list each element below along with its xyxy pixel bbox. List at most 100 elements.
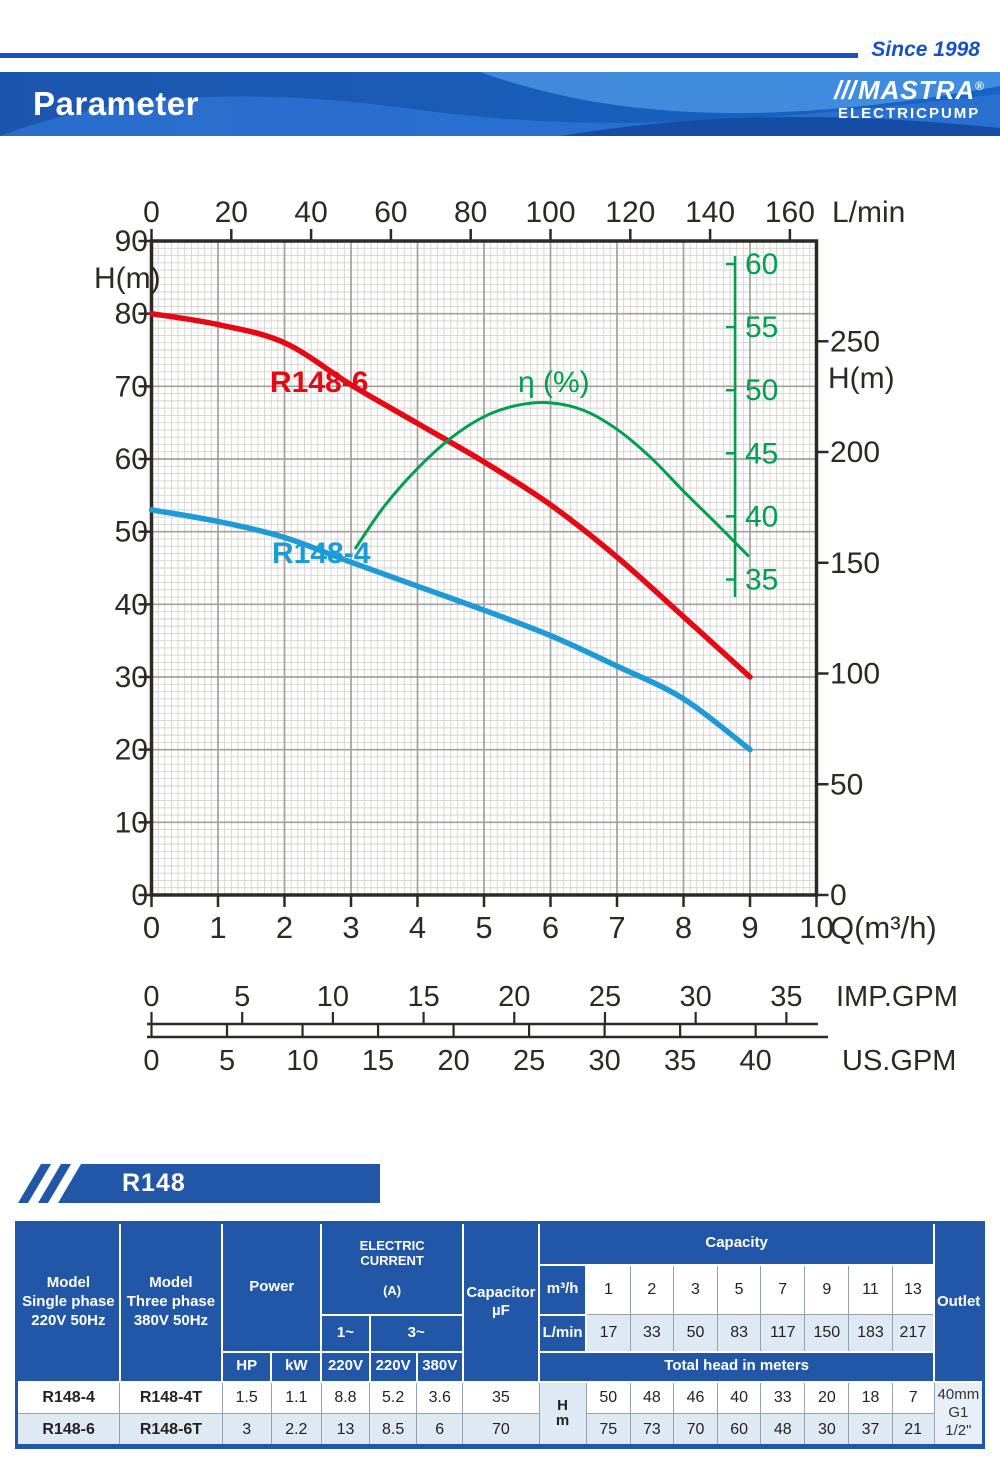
svg-text:50: 50 <box>745 374 778 407</box>
capacity-m3h-value: 7 <box>760 1264 806 1316</box>
kw-value: 2.2 <box>270 1413 322 1448</box>
svg-text:L/min: L/min <box>832 196 905 229</box>
col-header-model-single: Model Single phase 220V 50Hz <box>15 1221 121 1383</box>
svg-text:15: 15 <box>362 1045 394 1077</box>
table-row: 1~ 3~ L/min 17 33 50 83 117 150 183 217 <box>17 1313 984 1353</box>
head-value: 18 <box>848 1381 893 1415</box>
outlet-value: 40mm G1 1/2" <box>933 1381 985 1448</box>
svg-text:30: 30 <box>588 1045 620 1077</box>
capacity-m3h-value: 3 <box>672 1264 719 1316</box>
head-value: 37 <box>848 1413 893 1448</box>
col-header-electric-current: ELECTRIC CURRENT (A) <box>320 1221 464 1316</box>
head-value: 7 <box>891 1381 935 1415</box>
curve-efficiency <box>354 401 750 558</box>
svg-text:140: 140 <box>685 196 735 229</box>
brand-subtitle: ELECTRICPUMP <box>837 105 981 122</box>
axis-right: 0 50 100 150 200 250 H(m) <box>816 325 895 912</box>
axis-left: 0 10 20 30 40 50 60 70 80 90 H(m) <box>94 225 161 912</box>
model-name: R148-6T <box>119 1413 223 1448</box>
series-banner-label: R148 <box>122 1168 186 1197</box>
svg-text:0: 0 <box>143 196 160 229</box>
model-name: R148-6 <box>15 1413 121 1448</box>
plot-border <box>149 239 819 897</box>
col-header-outlet: Outlet <box>933 1221 985 1383</box>
svg-text:40: 40 <box>294 196 327 229</box>
svg-text:20: 20 <box>437 1045 469 1077</box>
svg-text:45: 45 <box>745 437 778 470</box>
page-title: Parameter <box>33 85 199 122</box>
capacity-lmin-value: 17 <box>585 1314 631 1353</box>
svg-text:20: 20 <box>215 196 248 229</box>
chart-svg: 0 20 40 60 80 100 120 140 160 L/min01020304050607… <box>94 196 958 1077</box>
svg-text:9: 9 <box>741 910 758 945</box>
row-header-lmin: L/min <box>538 1313 588 1353</box>
svg-text:30: 30 <box>680 981 712 1013</box>
page-banner: Parameter ///MASTRA® ELECTRICPUMP <box>0 72 1000 136</box>
logo-slashes-icon: /// <box>834 75 856 105</box>
head-value: 20 <box>804 1381 850 1415</box>
svg-text:7: 7 <box>608 910 625 945</box>
current-380v: 3.6 <box>416 1381 464 1415</box>
svg-text:5: 5 <box>475 910 492 945</box>
svg-text:80: 80 <box>454 196 487 229</box>
svg-text:35: 35 <box>770 981 802 1013</box>
col-header-capacitor: Capacitor µF <box>461 1221 541 1383</box>
electric-current-unit: (A) <box>383 1282 402 1298</box>
svg-text:2: 2 <box>276 910 293 945</box>
capacity-m3h-value: 9 <box>804 1264 850 1316</box>
col-header-220v-single: 220V <box>320 1350 371 1383</box>
svg-text:250: 250 <box>830 325 880 358</box>
svg-text:1: 1 <box>209 910 226 945</box>
svg-text:50: 50 <box>830 768 863 801</box>
hp-value: 1.5 <box>221 1381 272 1415</box>
svg-text:10: 10 <box>286 1045 318 1077</box>
head-value: 40 <box>717 1381 762 1415</box>
svg-text:H(m): H(m) <box>828 362 895 395</box>
axis-imp-gpm: 0 5 10 15 20 25 30 35 IMP.GPM <box>143 981 958 1026</box>
table-row: R148-4 R148-4T 1.5 1.1 8.8 5.2 3.6 35 H … <box>15 1381 985 1448</box>
svg-text:8: 8 <box>675 910 692 945</box>
hp-value: 3 <box>221 1413 272 1448</box>
since-text: Since 1998 <box>871 38 980 61</box>
head-value: 21 <box>891 1413 935 1448</box>
svg-text:100: 100 <box>830 658 880 691</box>
svg-text:20: 20 <box>115 734 148 767</box>
svg-text:US.GPM: US.GPM <box>842 1045 956 1077</box>
head-value: 50 <box>585 1381 631 1415</box>
col-header-power: Power <box>221 1221 323 1353</box>
svg-text:35: 35 <box>664 1045 696 1077</box>
capacity-m3h-value: 1 <box>585 1264 631 1316</box>
svg-text:80: 80 <box>115 298 148 331</box>
curve-R148-6 <box>148 310 753 680</box>
col-header-phase1: 1~ <box>320 1313 371 1353</box>
svg-text:25: 25 <box>513 1045 545 1077</box>
head-value: 46 <box>672 1381 719 1415</box>
head-value: 60 <box>717 1413 762 1448</box>
capacitor-value: 35 <box>462 1381 540 1415</box>
table-row: HP kW 220V 220V 380V Total head in meter… <box>17 1350 984 1383</box>
svg-text:0: 0 <box>131 879 148 912</box>
row-header-m3h: m³/h <box>538 1263 588 1316</box>
svg-text:5: 5 <box>234 981 250 1013</box>
head-value: 48 <box>629 1381 674 1415</box>
svg-text:40: 40 <box>745 500 778 533</box>
brand-name: MASTRA <box>857 75 976 105</box>
pump-performance-chart: 0 20 40 60 80 100 120 140 160 L/min 0 10 20 30 40 50 60 7… <box>0 150 1000 1095</box>
capacity-lmin-value: 83 <box>717 1314 762 1353</box>
svg-text:3: 3 <box>342 910 359 945</box>
banner-waves <box>0 72 1000 136</box>
table-row: Model Single phase 220V 50Hz Model Three… <box>15 1221 985 1383</box>
head-value: 70 <box>672 1413 719 1448</box>
capacity-lmin-value: 117 <box>760 1314 806 1353</box>
axis-bottom: 0 1 2 3 4 5 6 7 8 9 10Q(m³/h) <box>143 895 937 945</box>
model-name: R148-4 <box>15 1381 121 1415</box>
svg-text:40: 40 <box>115 588 148 621</box>
svg-text:R148-4: R148-4 <box>272 537 371 570</box>
svg-text:10: 10 <box>799 910 833 945</box>
kw-value: 1.1 <box>270 1381 322 1415</box>
svg-text:H(m): H(m) <box>94 262 161 295</box>
col-header-model-three: Model Three phase 380V 50Hz <box>118 1221 224 1383</box>
capacity-lmin-value: 183 <box>848 1314 893 1353</box>
axis-us-gpm: 0 5 10 15 20 25 30 35 40 US.GPM <box>143 1025 956 1077</box>
current-220v-1ph: 8.8 <box>320 1381 371 1415</box>
